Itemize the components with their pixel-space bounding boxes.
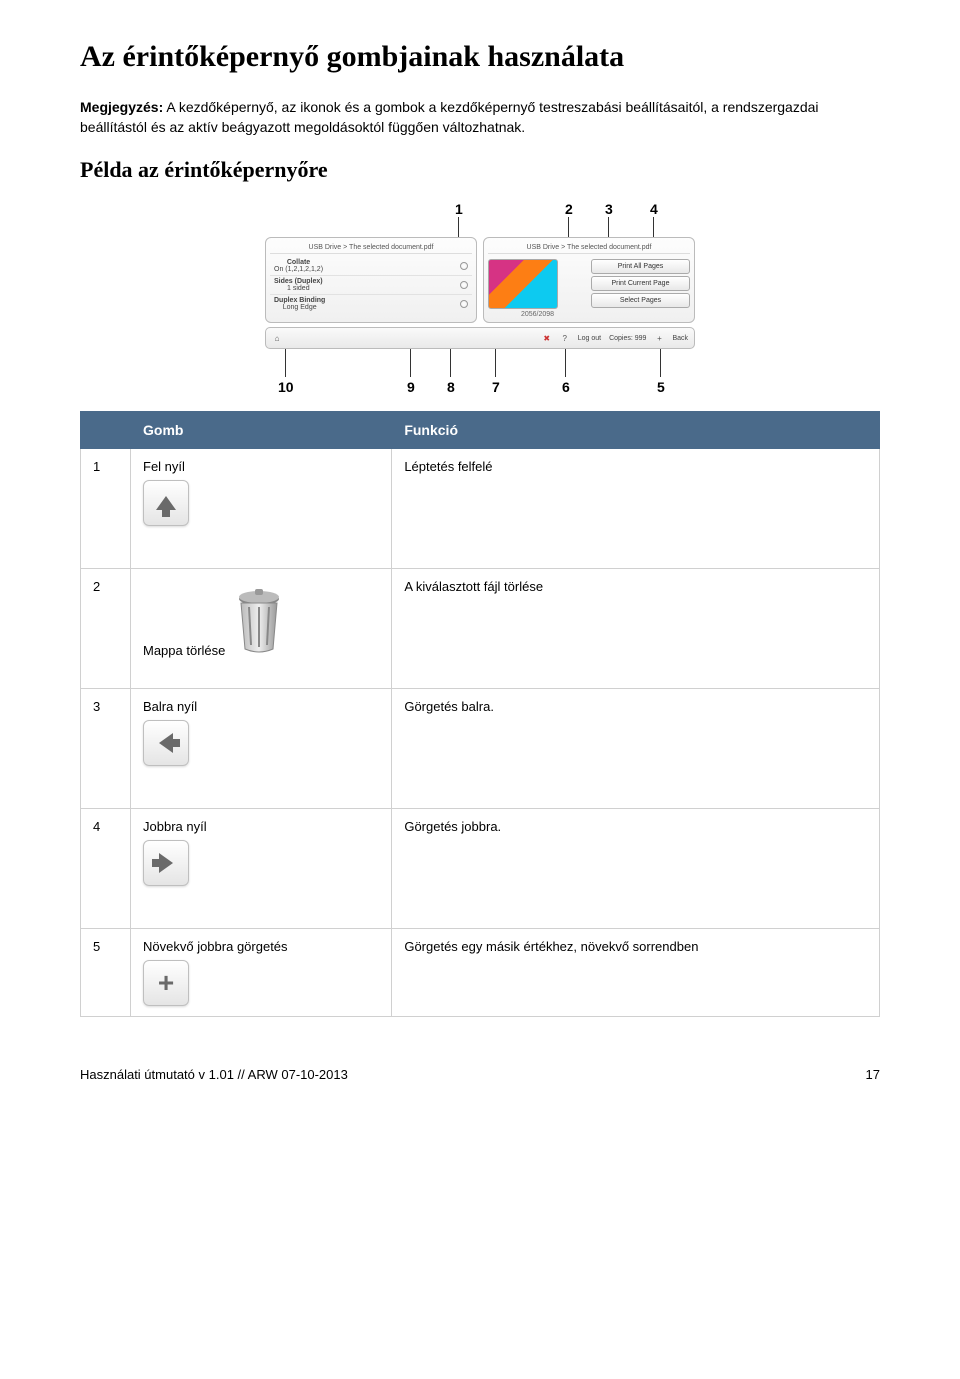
help-icon: ? [560, 333, 570, 343]
callout-num: 1 [455, 201, 463, 217]
row-funk: Görgetés egy másik értékhez, növekvő sor… [392, 929, 880, 1017]
intro-paragraph: Megjegyzés: A kezdőképernyő, az ikonok é… [80, 98, 880, 137]
arrow-left-icon [143, 720, 189, 766]
button-function-table: Gomb Funkció 1 Fel nyíl Léptetés felfelé… [80, 411, 880, 1017]
diagram-container: 1 2 3 4 USB Drive > The selected documen… [80, 201, 880, 399]
row-gomb: Mappa törlése [131, 569, 392, 689]
close-icon: ✖ [542, 333, 552, 343]
col-num [81, 412, 131, 449]
plus-icon: + [654, 333, 664, 343]
copies-label: Copies: 999 [609, 335, 646, 342]
callouts-top: 1 2 3 4 [265, 201, 695, 237]
callout-num: 8 [447, 379, 455, 395]
table-row: 1 Fel nyíl Léptetés felfelé [81, 449, 880, 569]
intro-text: A kezdőképernyő, az ikonok és a gombok a… [80, 99, 819, 135]
row-gomb: Jobbra nyíl [131, 809, 392, 929]
print-all-button[interactable]: Print All Pages [591, 259, 690, 274]
callouts-bottom: 10 9 8 7 6 5 [265, 349, 695, 399]
row-funk: Görgetés jobbra. [392, 809, 880, 929]
col-funkcio: Funkció [392, 412, 880, 449]
row-gomb: Balra nyíl [131, 689, 392, 809]
breadcrumb: USB Drive > The selected document.pdf [270, 242, 472, 254]
callout-num: 6 [562, 379, 570, 395]
back-label: Back [672, 335, 688, 342]
row-funk: A kiválasztott fájl törlése [392, 569, 880, 689]
page-title: Az érintőképernyő gombjainak használata [80, 40, 880, 74]
row-num: 2 [81, 569, 131, 689]
row-num: 4 [81, 809, 131, 929]
callout-num: 5 [657, 379, 665, 395]
breadcrumb: USB Drive > The selected document.pdf [488, 242, 690, 254]
radio-icon [460, 281, 468, 289]
callout-num: 10 [278, 379, 294, 395]
callout-num: 9 [407, 379, 415, 395]
col-gomb: Gomb [131, 412, 392, 449]
row-funk: Görgetés balra. [392, 689, 880, 809]
table-row: 4 Jobbra nyíl Görgetés jobbra. [81, 809, 880, 929]
select-pages-button[interactable]: Select Pages [591, 293, 690, 308]
subtitle: Példa az érintőképernyőre [80, 157, 880, 183]
row-funk: Léptetés felfelé [392, 449, 880, 569]
footer-page-num: 17 [866, 1067, 880, 1082]
preview-thumb [488, 259, 558, 309]
row-num: 3 [81, 689, 131, 809]
pager-text: 2056/2098 [488, 311, 587, 318]
logout-label: Log out [578, 335, 601, 342]
list-item: CollateOn (1,2,1,2,1,2) [270, 257, 472, 276]
table-row: 3 Balra nyíl Görgetés balra. [81, 689, 880, 809]
row-gomb: Fel nyíl [131, 449, 392, 569]
row-num: 1 [81, 449, 131, 569]
arrow-up-icon [143, 480, 189, 526]
arrow-right-icon [143, 840, 189, 886]
bottom-strip: ⌂ ✖ ? Log out Copies: 999 + Back [265, 327, 695, 349]
home-icon: ⌂ [272, 333, 282, 343]
footer-left: Használati útmutató v 1.01 // ARW 07-10-… [80, 1067, 348, 1082]
page-footer: Használati útmutató v 1.01 // ARW 07-10-… [80, 1067, 880, 1082]
callout-num: 7 [492, 379, 500, 395]
table-header-row: Gomb Funkció [81, 412, 880, 449]
plus-icon: + [143, 960, 189, 1006]
callout-num: 3 [605, 201, 613, 217]
print-current-button[interactable]: Print Current Page [591, 276, 690, 291]
panel-right: USB Drive > The selected document.pdf 20… [483, 237, 695, 323]
radio-icon [460, 300, 468, 308]
table-row: 2 Mappa törlése A kiválasztott fájl törl… [81, 569, 880, 689]
row-num: 5 [81, 929, 131, 1017]
panel-left: USB Drive > The selected document.pdf Co… [265, 237, 477, 323]
callout-num: 2 [565, 201, 573, 217]
table-row: 5 Növekvő jobbra görgetés + Görgetés egy… [81, 929, 880, 1017]
radio-icon [460, 262, 468, 270]
callout-num: 4 [650, 201, 658, 217]
intro-label: Megjegyzés: [80, 99, 163, 115]
row-gomb: Növekvő jobbra görgetés + [131, 929, 392, 1017]
list-item: Sides (Duplex)1 sided [270, 276, 472, 295]
list-item: Duplex BindingLong Edge [270, 295, 472, 313]
trash-icon [229, 585, 289, 655]
